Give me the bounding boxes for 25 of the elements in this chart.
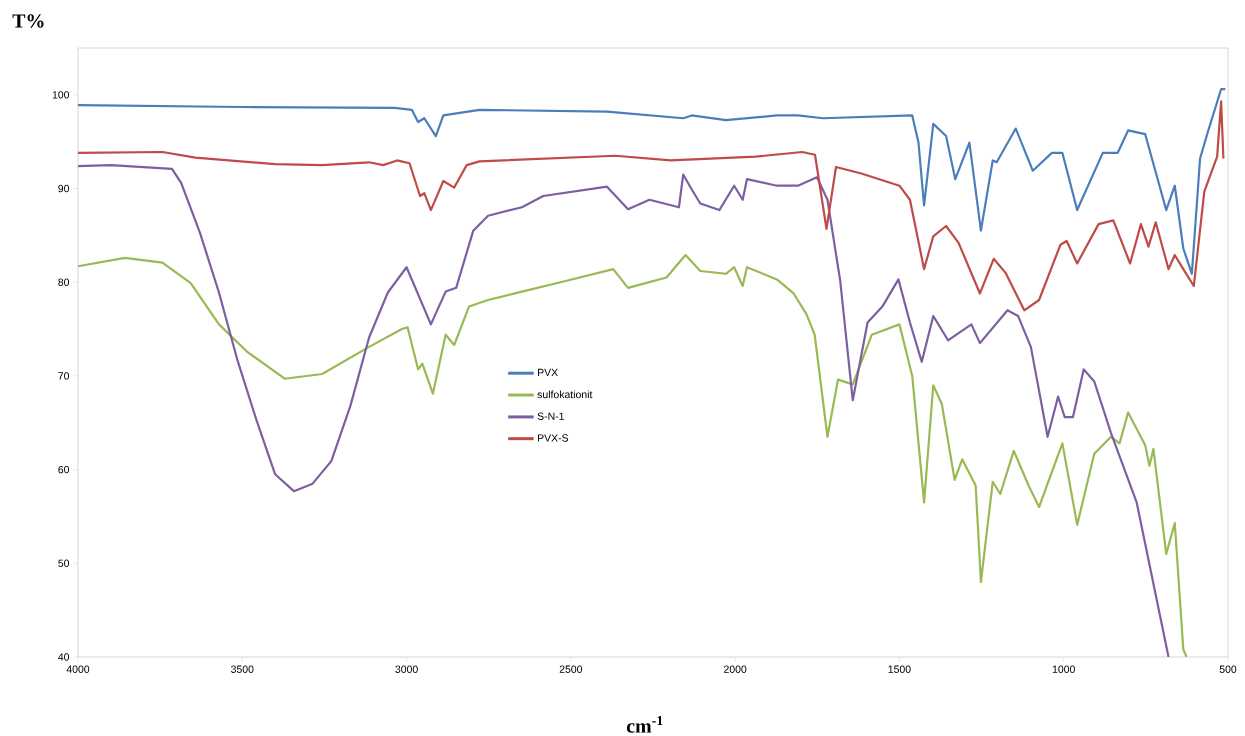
y-tick-label: 40 bbox=[58, 653, 70, 661]
line-series bbox=[77, 253, 1188, 657]
x-tick-label: 4000 bbox=[66, 665, 90, 673]
legend-label: S-N-1 bbox=[537, 412, 564, 420]
line-series bbox=[77, 88, 1227, 275]
x-axis-title: cm$^{-1}$ bbox=[626, 715, 663, 733]
y-tick-label: 100 bbox=[52, 91, 70, 99]
y-tick-label: 60 bbox=[58, 465, 70, 474]
line-series bbox=[77, 100, 1225, 312]
y-tick-label: 80 bbox=[58, 278, 70, 286]
legend-label: sulfokationit bbox=[537, 390, 593, 399]
legend-label: PVX-S bbox=[538, 434, 569, 442]
x-tick-label: 3000 bbox=[395, 665, 418, 673]
x-tick-label: 3500 bbox=[231, 665, 254, 673]
x-tick-label: 2500 bbox=[559, 665, 583, 673]
x-tick-label: 1500 bbox=[888, 665, 911, 673]
x-tick-label: 2000 bbox=[724, 665, 747, 673]
y-axis-title: T% bbox=[12, 14, 44, 28]
legend-label: PVX bbox=[538, 368, 558, 377]
y-tick-label: 50 bbox=[58, 559, 70, 567]
line-series bbox=[77, 164, 1170, 657]
y-tick-label: 70 bbox=[58, 372, 70, 380]
y-tick-label: 90 bbox=[58, 184, 70, 193]
x-tick-label: 500 bbox=[1219, 665, 1237, 673]
x-tick-label: 1000 bbox=[1052, 665, 1075, 673]
